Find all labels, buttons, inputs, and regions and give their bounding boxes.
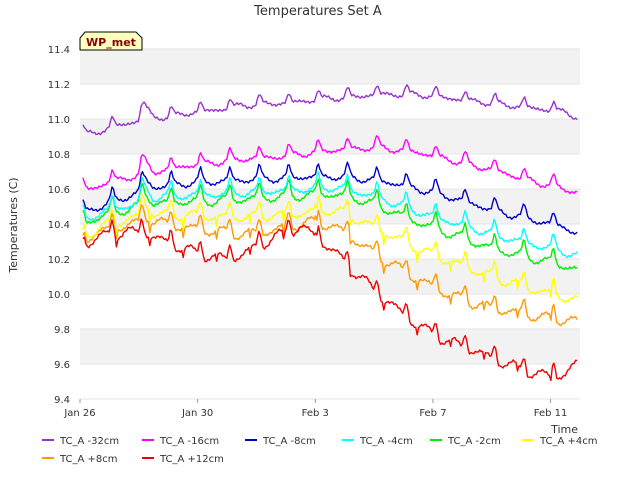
- y-tick-label: 11.4: [48, 45, 70, 56]
- badge-label: WP_met: [86, 36, 136, 49]
- station-badge: WP_met: [79, 31, 143, 51]
- chart-title: Temperatures Set A: [253, 4, 382, 19]
- y-tick-label: 11.0: [48, 115, 70, 126]
- x-tick-label: Feb 7: [419, 408, 446, 419]
- x-axis: Jan 26 Jan 30 Feb 3 Feb 7 Feb 11: [63, 399, 567, 419]
- plot-band: [80, 329, 580, 364]
- plot-band: [80, 154, 580, 189]
- legend-label: TC_A -2cm: [447, 436, 501, 447]
- series-line: [82, 161, 578, 235]
- y-tick-label: 9.4: [54, 395, 70, 406]
- y-axis-label: Temperatures (C): [7, 177, 20, 273]
- legend-label: TC_A +12cm: [159, 454, 224, 465]
- plot-band: [80, 119, 580, 154]
- legend-label: TC_A -16cm: [159, 436, 219, 447]
- plot-band: [80, 189, 580, 224]
- legend-label: TC_A -8cm: [262, 436, 316, 447]
- series-line: [82, 218, 578, 382]
- plot-band: [80, 364, 580, 399]
- legend-label: TC_A -32cm: [59, 436, 119, 447]
- legend-label: TC_A +8cm: [59, 454, 118, 465]
- series-line: [82, 204, 578, 327]
- y-tick-label: 9.8: [54, 325, 70, 336]
- y-tick-label: 10.6: [48, 185, 70, 196]
- y-tick-label: 10.8: [48, 150, 70, 161]
- plot-band: [80, 84, 580, 119]
- y-axis: 9.4 9.6 9.8 10.0 10.2 10.4 10.6 10.8 11.0 11.2 11.…: [48, 45, 70, 406]
- series-line: [82, 178, 578, 270]
- x-tick-label: Feb 11: [534, 408, 568, 419]
- y-tick-label: 10.4: [48, 220, 70, 231]
- legend: TC_A -32cm TC_A -16cm TC_A -8cm TC_A -4cm TC…: [42, 436, 598, 465]
- x-axis-label: Time: [550, 423, 578, 436]
- plot-band: [80, 294, 580, 329]
- series-line: [82, 135, 578, 195]
- x-tick-label: Feb 3: [302, 408, 329, 419]
- plot-band: [80, 49, 580, 84]
- series-line: [82, 194, 578, 304]
- series-lines: [82, 84, 578, 382]
- y-tick-label: 9.6: [54, 360, 70, 371]
- badge-shape: [79, 31, 143, 51]
- legend-label: TC_A +4cm: [539, 436, 598, 447]
- x-tick-label: Jan 30: [181, 408, 213, 419]
- legend-label: TC_A -4cm: [359, 436, 413, 447]
- series-line: [82, 84, 578, 136]
- plot-band: [80, 259, 580, 294]
- y-tick-label: 10.0: [48, 290, 70, 301]
- y-tick-label: 11.2: [48, 80, 70, 91]
- y-tick-label: 10.2: [48, 255, 70, 266]
- series-line: [82, 171, 578, 259]
- x-tick-label: Jan 26: [63, 408, 95, 419]
